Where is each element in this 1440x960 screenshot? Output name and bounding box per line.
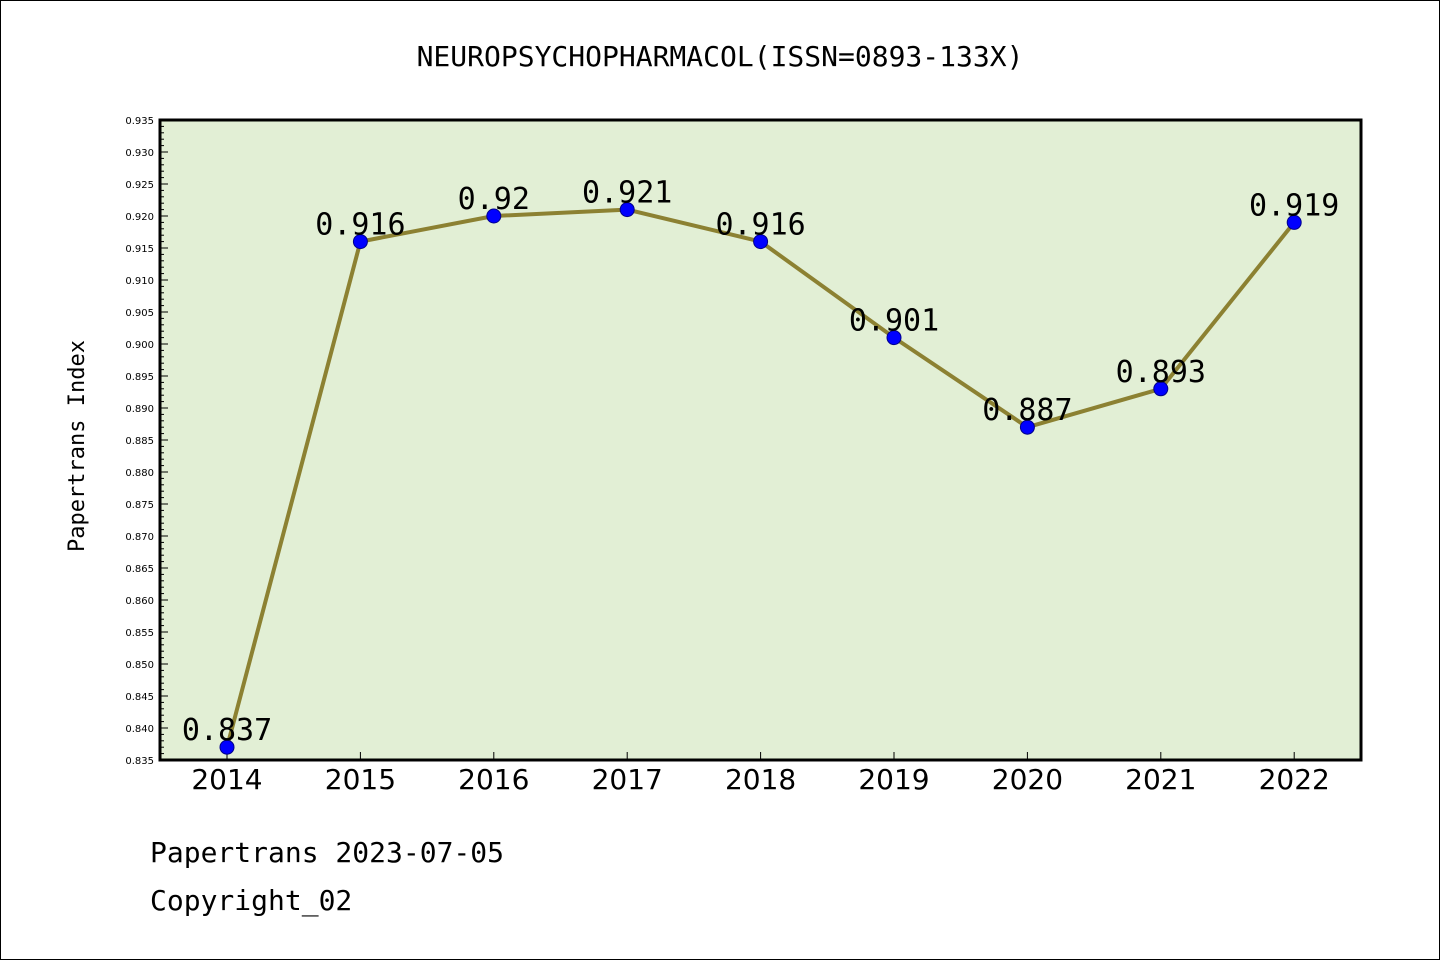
x-tick-label: 2018 xyxy=(725,763,796,796)
footer-date: Papertrans 2023-07-05 xyxy=(150,836,505,869)
y-tick-label: 0.840 xyxy=(125,724,154,735)
y-axis-label: Papertrans Index xyxy=(65,340,90,552)
y-tick-label: 0.920 xyxy=(125,212,154,223)
y-tick-label: 0.860 xyxy=(125,596,154,607)
data-label: 0.837 xyxy=(182,713,272,748)
data-labels-group: 0.837 0.916 0.92 0.921 0.916 0.901 0.887 0.893 0… xyxy=(182,176,1340,749)
data-label: 0.916 xyxy=(315,208,405,243)
data-label: 0.887 xyxy=(982,393,1072,428)
y-tick-label: 0.925 xyxy=(125,180,154,191)
y-tick-label: 0.915 xyxy=(125,244,154,255)
data-point xyxy=(753,234,769,250)
y-tick-label: 0.865 xyxy=(125,564,154,575)
data-point xyxy=(1153,381,1169,397)
data-label: 0.901 xyxy=(849,304,939,339)
x-tick-label: 2015 xyxy=(325,763,396,796)
data-label: 0.893 xyxy=(1116,355,1206,390)
data-point xyxy=(1019,419,1035,435)
data-point xyxy=(352,234,368,250)
y-tick-label: 0.935 xyxy=(125,116,154,127)
footer-copyright: Copyright_02 xyxy=(150,884,353,917)
y-tick-label: 0.905 xyxy=(125,308,154,319)
plot-area xyxy=(160,120,1361,760)
data-point xyxy=(219,739,235,755)
data-point xyxy=(486,208,502,224)
y-tick-label: 0.930 xyxy=(125,148,154,159)
y-tick-label: 0.895 xyxy=(125,372,154,383)
y-tick-label: 0.875 xyxy=(125,500,154,511)
data-label: 0.92 xyxy=(458,182,530,217)
plot-border xyxy=(158,118,1363,762)
x-tick-label: 2020 xyxy=(992,763,1063,796)
y-axis-ticks: 0.835 0.840 0.845 0.850 0.855 0.860 0.865 0.870… xyxy=(125,116,168,767)
data-label: 0.919 xyxy=(1249,188,1339,223)
x-tick-label: 2014 xyxy=(191,763,262,796)
y-tick-label: 0.900 xyxy=(125,340,154,351)
x-axis-ticks: 2014 2015 2016 2017 2018 2019 2020 2021 2022 xyxy=(191,752,1330,796)
x-tick-label: 2017 xyxy=(592,763,663,796)
data-label: 0.916 xyxy=(715,208,805,243)
y-tick-label: 0.880 xyxy=(125,468,154,479)
chart-title: NEUROPSYCHOPHARMACOL(ISSN=0893-133X) xyxy=(417,40,1024,73)
y-tick-label: 0.885 xyxy=(125,436,154,447)
x-tick-label: 2016 xyxy=(458,763,529,796)
y-tick-label: 0.890 xyxy=(125,404,154,415)
y-tick-label: 0.850 xyxy=(125,660,154,671)
y-tick-label: 0.845 xyxy=(125,692,154,703)
y-tick-label: 0.855 xyxy=(125,628,154,639)
series-markers-group xyxy=(219,202,1302,755)
x-tick-label: 2022 xyxy=(1259,763,1330,796)
data-point xyxy=(1286,214,1302,230)
data-point xyxy=(619,202,635,218)
y-tick-label: 0.910 xyxy=(125,276,154,287)
x-tick-label: 2021 xyxy=(1125,763,1196,796)
data-point xyxy=(886,330,902,346)
data-label: 0.921 xyxy=(582,176,672,211)
y-tick-label: 0.835 xyxy=(125,756,154,767)
x-tick-label: 2019 xyxy=(858,763,929,796)
y-tick-label: 0.870 xyxy=(125,532,154,543)
